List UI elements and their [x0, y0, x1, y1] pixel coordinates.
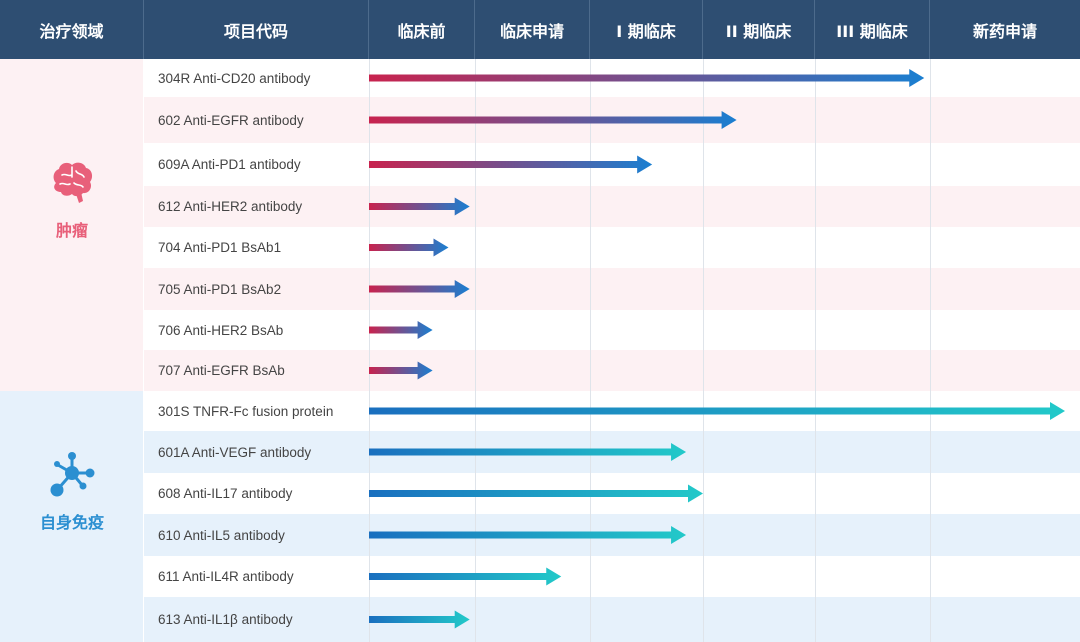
project-code-label: 602 Anti-EGFR antibody [158, 112, 304, 128]
progress-arrow [369, 155, 653, 174]
progress-arrow [369, 111, 737, 129]
table-row: 612 Anti-HER2 antibody [144, 186, 1080, 227]
category-panel-1: 自身免疫 [0, 391, 144, 642]
progress-arrow [369, 484, 703, 503]
table-row: 705 Anti-PD1 BsAb2 [144, 268, 1080, 310]
project-code-label: 613 Anti-IL1β antibody [158, 612, 293, 627]
pipeline-body: 肿瘤自身免疫 304R Anti-CD20 antibody 602 Anti-EG… [0, 59, 1080, 642]
header-col-5: II 期临床 [703, 0, 815, 59]
table-row: 613 Anti-IL1β antibody [144, 597, 1080, 642]
stage-divider [590, 59, 591, 642]
table-row: 704 Anti-PD1 BsAb1 [144, 227, 1080, 268]
project-code-label: 612 Anti-HER2 antibody [158, 199, 303, 214]
stage-divider [369, 59, 370, 642]
header-col-4: I 期临床 [590, 0, 703, 59]
project-code-label: 608 Anti-IL17 antibody [158, 486, 293, 501]
stage-divider [815, 59, 816, 642]
progress-arrow [369, 69, 925, 87]
progress-arrow [369, 567, 562, 586]
category-label-0: 肿瘤 [55, 221, 88, 240]
table-row: 706 Anti-HER2 BsAb [144, 310, 1080, 350]
progress-arrow [369, 321, 433, 339]
project-code-label: 704 Anti-PD1 BsAb1 [158, 240, 282, 255]
progress-arrow [369, 526, 687, 544]
progress-arrow [369, 402, 1065, 420]
project-code-label: 610 Anti-IL5 antibody [158, 527, 285, 543]
progress-arrow [369, 361, 433, 380]
header-col-6: III 期临床 [815, 0, 930, 59]
table-row: 707 Anti-EGFR BsAb [144, 350, 1080, 391]
project-code-label: 304R Anti-CD20 antibody [158, 70, 311, 86]
project-code-label: 706 Anti-HER2 BsAb [158, 322, 284, 338]
header-col-7: 新药申请 [972, 21, 1037, 41]
project-code-label: 601A Anti-VEGF antibody [158, 444, 312, 460]
header-col-0: 治疗领域 [0, 0, 144, 59]
molecule-icon [46, 449, 98, 501]
category-label-1: 自身免疫 [39, 512, 104, 532]
project-code-label: 705 Anti-PD1 BsAb2 [158, 281, 282, 297]
category-panel-0: 肿瘤 [0, 59, 144, 391]
table-row: 602 Anti-EGFR antibody [144, 97, 1080, 143]
header-col-2: 临床前 [369, 0, 475, 59]
project-code-label: 611 Anti-IL4R antibody [158, 569, 294, 584]
stage-divider [930, 59, 931, 642]
project-code-label: 707 Anti-EGFR BsAb [158, 363, 285, 378]
stage-divider [475, 59, 476, 642]
project-code-label: 301S TNFR-Fc fusion protein [158, 403, 334, 419]
header-col-1: 项目代码 [144, 0, 369, 59]
header-col-3: 临床申请 [475, 0, 590, 59]
table-row: 611 Anti-IL4R antibody [144, 556, 1080, 597]
table-header: 治疗领域 项目代码 临床前 临床申请 I 期临床 II 期临床 III 期临床 新药申请 [0, 0, 1080, 59]
progress-arrow [369, 610, 470, 629]
progress-arrow [369, 443, 687, 461]
progress-arrow [369, 280, 470, 298]
progress-arrow [369, 197, 470, 216]
progress-arrow [369, 238, 449, 257]
brain-icon [46, 157, 98, 209]
pipeline-arrows [369, 69, 1065, 629]
stage-divider [703, 59, 704, 642]
project-code-label: 609A Anti-PD1 antibody [158, 157, 301, 172]
